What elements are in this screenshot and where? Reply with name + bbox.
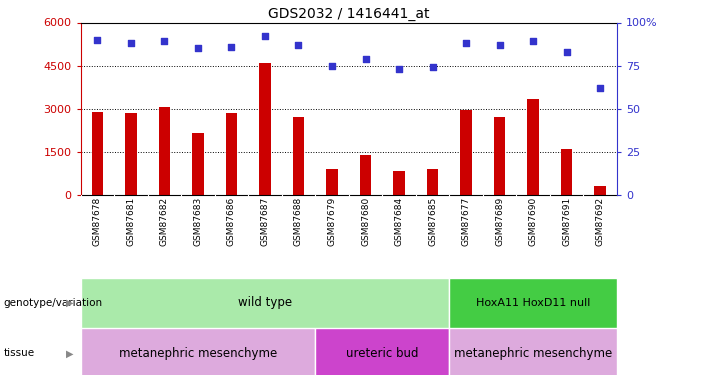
Point bbox=[561, 49, 572, 55]
Text: metanephric mesenchyme: metanephric mesenchyme bbox=[118, 347, 277, 360]
Text: ureteric bud: ureteric bud bbox=[346, 347, 418, 360]
Bar bbox=[158, 107, 170, 195]
Point bbox=[461, 40, 472, 46]
Bar bbox=[460, 110, 472, 195]
Bar bbox=[81, 278, 449, 328]
Text: ▶: ▶ bbox=[66, 348, 74, 358]
Bar bbox=[315, 328, 449, 375]
Title: GDS2032 / 1416441_at: GDS2032 / 1416441_at bbox=[268, 8, 430, 21]
Bar bbox=[527, 99, 539, 195]
Bar bbox=[594, 186, 606, 195]
Point bbox=[594, 85, 606, 91]
Text: genotype/variation: genotype/variation bbox=[4, 298, 102, 308]
Point bbox=[527, 39, 538, 45]
Text: HoxA11 HoxD11 null: HoxA11 HoxD11 null bbox=[476, 298, 590, 308]
Bar bbox=[226, 113, 238, 195]
Bar bbox=[92, 112, 103, 195]
Point bbox=[293, 42, 304, 48]
Point bbox=[259, 33, 271, 39]
Point bbox=[226, 44, 237, 50]
Text: tissue: tissue bbox=[4, 348, 34, 358]
Point bbox=[92, 37, 103, 43]
Bar bbox=[449, 328, 617, 375]
Bar bbox=[427, 169, 438, 195]
Text: metanephric mesenchyme: metanephric mesenchyme bbox=[454, 347, 612, 360]
Text: wild type: wild type bbox=[238, 296, 292, 309]
Bar bbox=[192, 133, 204, 195]
Bar bbox=[81, 328, 315, 375]
Point bbox=[159, 39, 170, 45]
Bar bbox=[259, 63, 271, 195]
Point bbox=[360, 56, 371, 62]
Bar bbox=[360, 155, 372, 195]
Point bbox=[192, 45, 203, 51]
Bar bbox=[494, 117, 505, 195]
Bar bbox=[393, 171, 405, 195]
Point bbox=[125, 40, 137, 46]
Point bbox=[327, 63, 338, 69]
Bar bbox=[292, 117, 304, 195]
Bar bbox=[326, 169, 338, 195]
Point bbox=[393, 66, 404, 72]
Point bbox=[427, 64, 438, 70]
Bar bbox=[125, 113, 137, 195]
Point bbox=[494, 42, 505, 48]
Text: ▶: ▶ bbox=[66, 298, 74, 308]
Bar bbox=[561, 149, 573, 195]
Bar bbox=[449, 278, 617, 328]
